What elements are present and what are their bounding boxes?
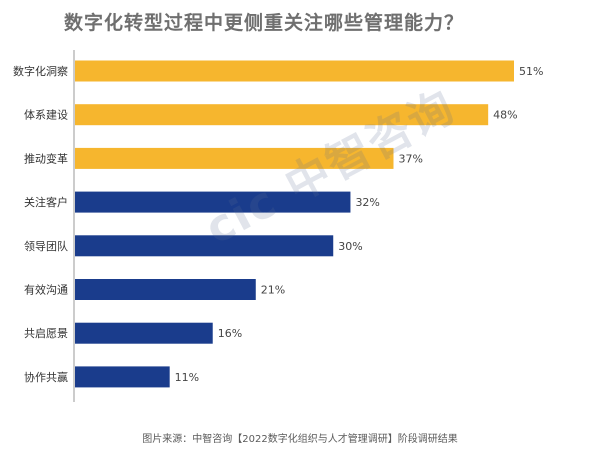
bar: [75, 104, 489, 126]
bar: [75, 366, 170, 388]
value-label: 48%: [493, 109, 517, 122]
value-label: 21%: [261, 284, 285, 297]
category-label: 推动变革: [24, 151, 68, 165]
bar: [75, 191, 351, 213]
value-label: 37%: [398, 152, 422, 165]
category-label: 共启愿景: [24, 327, 68, 340]
value-label: 16%: [218, 327, 242, 340]
category-label: 领导团队: [24, 239, 68, 253]
value-label: 11%: [175, 371, 199, 384]
value-label: 30%: [338, 240, 362, 253]
value-label: 51%: [519, 65, 543, 78]
category-label: 协作共赢: [24, 370, 68, 384]
source-caption: 图片来源：中智咨询【2022数字化组织与人才管理调研】阶段调研结果: [142, 434, 458, 445]
category-label: 体系建设: [24, 108, 68, 122]
bar: [75, 279, 256, 300]
bar: [75, 147, 394, 169]
chart-title: 数字化转型过程中更侧重关注哪些管理能力？: [64, 12, 465, 34]
category-label: 数字化洞察: [13, 64, 68, 78]
value-label: 32%: [355, 196, 379, 209]
bar: [75, 322, 213, 344]
category-label: 关注客户: [24, 195, 68, 209]
bar: [75, 235, 334, 257]
category-label: 有效沟通: [24, 283, 68, 297]
bar: [75, 60, 514, 82]
